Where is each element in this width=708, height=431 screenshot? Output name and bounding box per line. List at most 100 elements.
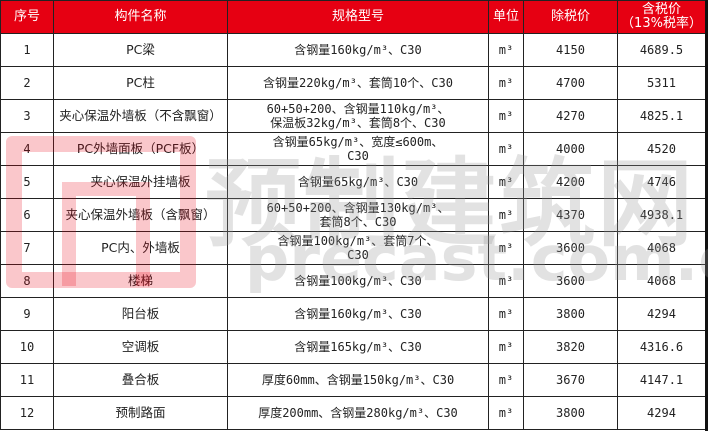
- cell-no: 12: [0, 396, 54, 430]
- cell-spec: 含钢量100kg/m³、套筒7个、 C30: [227, 231, 489, 265]
- table-row: 7 PC内、外墙板 含钢量100kg/m³、套筒7个、 C30 m³ 3600 4068: [0, 231, 706, 265]
- cell-name: PC梁: [53, 33, 228, 67]
- spec-line: 含钢量100kg/m³、C30: [294, 274, 422, 288]
- spec-line: 套筒8个、C30: [319, 215, 397, 229]
- spec-line: 厚度60mm、含钢量150kg/m³、C30: [261, 373, 455, 387]
- spec-line: 含钢量160kg/m³、C30: [294, 43, 422, 57]
- cell-tax-price: 5311: [617, 66, 706, 100]
- table-row: 5 夹心保温外挂墙板 含钢量65kg/m³、C30 m³ 4200 4746: [0, 165, 706, 199]
- table-row: 9 阳台板 含钢量160kg/m³、C30 m³ 3800 4294: [0, 297, 706, 331]
- cell-tax-price: 4520: [617, 132, 706, 166]
- cell-spec: 含钢量65kg/m³、C30: [227, 165, 489, 199]
- cell-price: 4150: [523, 33, 618, 67]
- cell-tax-price: 4294: [617, 396, 706, 430]
- cell-name: 叠合板: [53, 363, 228, 397]
- right-edge-bar: [705, 0, 708, 431]
- cell-no: 1: [0, 33, 54, 67]
- table-row: 6 夹心保温外墙板（含飘窗） 60+50+200、含钢量130kg/m³、 套筒8个、…: [0, 198, 706, 232]
- cell-unit: m³: [488, 396, 524, 430]
- cell-no: 3: [0, 99, 54, 133]
- cell-name: 阳台板: [53, 297, 228, 331]
- cell-unit: m³: [488, 33, 524, 67]
- header-unit: 单位: [488, 0, 524, 34]
- spec-line: 保温板32kg/m³、套筒8个、C30: [270, 116, 446, 130]
- cell-price: 3670: [523, 363, 618, 397]
- cell-tax-price: 4938.1: [617, 198, 706, 232]
- header-spec: 规格型号: [227, 0, 489, 34]
- cell-no: 8: [0, 264, 54, 298]
- cell-tax-price: 4746: [617, 165, 706, 199]
- cell-spec: 含钢量160kg/m³、C30: [227, 297, 489, 331]
- cell-tax-price: 4825.1: [617, 99, 706, 133]
- cell-name: 夹心保温外墙板（不含飘窗）: [53, 99, 228, 133]
- cell-spec: 厚度60mm、含钢量150kg/m³、C30: [227, 363, 489, 397]
- cell-price: 3600: [523, 264, 618, 298]
- spec-line: 含钢量160kg/m³、C30: [294, 307, 422, 321]
- spec-line: 60+50+200、含钢量130kg/m³、: [266, 201, 450, 215]
- cell-name: PC柱: [53, 66, 228, 100]
- cell-spec: 含钢量165kg/m³、C30: [227, 330, 489, 364]
- header-no: 序号: [0, 0, 54, 34]
- cell-tax-price: 4068: [617, 231, 706, 265]
- spec-line: 厚度200mm、含钢量280kg/m³、C30: [258, 406, 458, 420]
- cell-spec: 含钢量220kg/m³、套筒10个、C30: [227, 66, 489, 100]
- spec-line: 含钢量165kg/m³、C30: [294, 340, 422, 354]
- table-row: 11 叠合板 厚度60mm、含钢量150kg/m³、C30 m³ 3670 4147.1: [0, 363, 706, 397]
- cell-spec: 60+50+200、含钢量110kg/m³、 保温板32kg/m³、套筒8个、C3…: [227, 99, 489, 133]
- spec-line: 60+50+200、含钢量110kg/m³、: [266, 102, 450, 116]
- cell-unit: m³: [488, 363, 524, 397]
- cell-price: 4200: [523, 165, 618, 199]
- header-price: 除税价: [523, 0, 618, 34]
- cell-unit: m³: [488, 330, 524, 364]
- header-tax-price-label: 含税价: [641, 2, 681, 17]
- table-row: 12 预制路面 厚度200mm、含钢量280kg/m³、C30 m³ 3800 4294: [0, 396, 706, 430]
- cell-no: 7: [0, 231, 54, 265]
- cell-tax-price: 4316.6: [617, 330, 706, 364]
- cell-unit: m³: [488, 231, 524, 265]
- cell-unit: m³: [488, 66, 524, 100]
- cell-no: 5: [0, 165, 54, 199]
- cell-no: 11: [0, 363, 54, 397]
- spec-line: 含钢量100kg/m³、套筒7个、: [277, 234, 439, 248]
- cell-price: 3820: [523, 330, 618, 364]
- cell-tax-price: 4147.1: [617, 363, 706, 397]
- cell-no: 6: [0, 198, 54, 232]
- spec-line: 含钢量220kg/m³、套筒10个、C30: [263, 76, 453, 90]
- cell-no: 10: [0, 330, 54, 364]
- cell-name: PC外墙面板（PCF板）: [53, 132, 228, 166]
- cell-tax-price: 4689.5: [617, 33, 706, 67]
- cell-no: 2: [0, 66, 54, 100]
- table-row: 2 PC柱 含钢量220kg/m³、套筒10个、C30 m³ 4700 5311: [0, 66, 706, 100]
- header-tax-rate-label: （13%税率）: [621, 16, 702, 31]
- cell-unit: m³: [488, 132, 524, 166]
- cell-name: PC内、外墙板: [53, 231, 228, 265]
- cell-spec: 含钢量100kg/m³、C30: [227, 264, 489, 298]
- cell-spec: 厚度200mm、含钢量280kg/m³、C30: [227, 396, 489, 430]
- cell-name: 夹心保温外挂墙板: [53, 165, 228, 199]
- cell-unit: m³: [488, 198, 524, 232]
- cell-price: 3800: [523, 297, 618, 331]
- spec-line: 含钢量65kg/m³、C30: [297, 175, 419, 189]
- cell-unit: m³: [488, 165, 524, 199]
- cell-spec: 60+50+200、含钢量130kg/m³、 套筒8个、C30: [227, 198, 489, 232]
- cell-tax-price: 4294: [617, 297, 706, 331]
- cell-name: 空调板: [53, 330, 228, 364]
- cell-price: 4270: [523, 99, 618, 133]
- cell-no: 9: [0, 297, 54, 331]
- header-tax-price: 含税价 （13%税率）: [617, 0, 706, 34]
- table-row: 8 楼梯 含钢量100kg/m³、C30 m³ 3600 4068: [0, 264, 706, 298]
- cell-price: 4700: [523, 66, 618, 100]
- spec-line: C30: [347, 149, 369, 163]
- cell-unit: m³: [488, 264, 524, 298]
- cell-price: 3800: [523, 396, 618, 430]
- cell-unit: m³: [488, 297, 524, 331]
- table-row: 1 PC梁 含钢量160kg/m³、C30 m³ 4150 4689.5: [0, 33, 706, 67]
- cell-price: 4000: [523, 132, 618, 166]
- table-row: 4 PC外墙面板（PCF板） 含钢量65kg/m³、宽度≤600m、 C30 m³ 400…: [0, 132, 706, 166]
- cell-no: 4: [0, 132, 54, 166]
- spec-line: C30: [347, 248, 369, 262]
- cell-price: 3600: [523, 231, 618, 265]
- header-name: 构件名称: [53, 0, 228, 34]
- spec-line: 含钢量65kg/m³、宽度≤600m、: [272, 135, 444, 149]
- cell-tax-price: 4068: [617, 264, 706, 298]
